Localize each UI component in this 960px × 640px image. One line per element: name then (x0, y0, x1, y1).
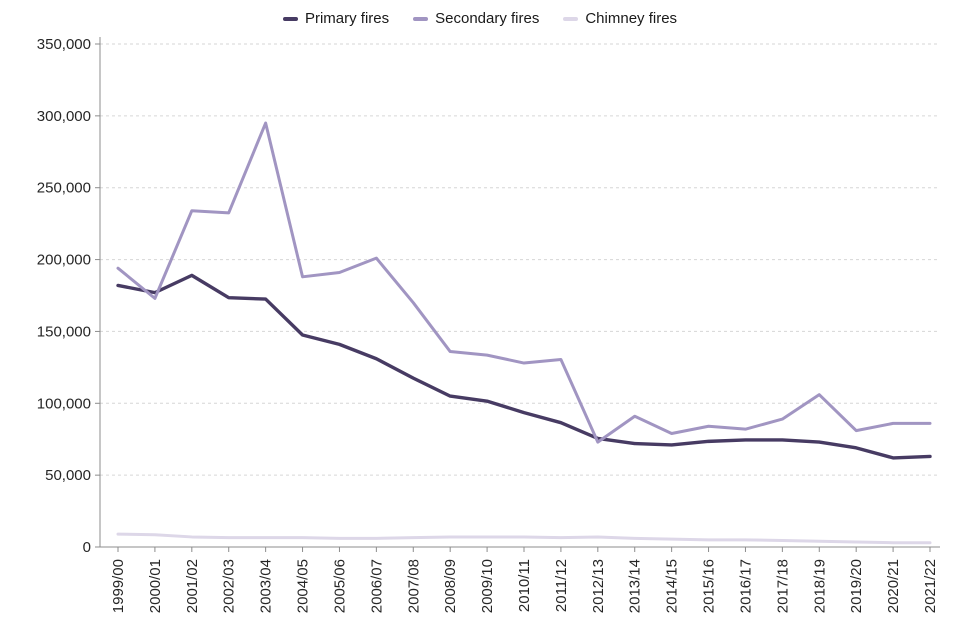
y-tick-label: 150,000 (37, 323, 91, 340)
x-tick-label: 2018/19 (811, 559, 828, 613)
legend-label-primary-fires: Primary fires (304, 10, 390, 27)
x-tick-label: 2013/14 (627, 559, 644, 613)
x-tick-label: 2014/15 (664, 559, 681, 613)
x-tick-label: 2001/02 (184, 559, 201, 613)
x-tick-label: 2006/07 (368, 559, 385, 613)
x-tick-label: 2004/05 (295, 559, 312, 613)
legend-item-primary-fires: Primary fires (282, 10, 390, 27)
y-tick-label: 300,000 (37, 108, 91, 125)
x-tick-label: 2005/06 (331, 559, 348, 613)
x-tick-label: 2003/04 (258, 559, 275, 613)
x-tick-label: 2010/11 (516, 559, 533, 612)
x-tick-label: 2015/16 (701, 559, 718, 613)
y-tick-label: 50,000 (45, 467, 91, 484)
x-tick-label: 2016/17 (737, 559, 754, 613)
y-tick-label: 100,000 (37, 395, 91, 412)
chart-legend: Primary fires Secondary fires Chimney fi… (0, 10, 960, 27)
x-tick-label: 2012/13 (590, 559, 607, 613)
y-tick-label: 350,000 (37, 36, 91, 53)
x-tick-label: 2009/10 (479, 559, 496, 613)
x-tick-label: 2019/20 (848, 559, 865, 613)
series-line-chimney-fires (116, 532, 932, 545)
x-tick-label: 2020/21 (885, 559, 902, 613)
x-tick-label: 1999/00 (110, 559, 127, 613)
x-tick-label: 2002/03 (221, 559, 238, 613)
x-tick-label: 2007/08 (405, 559, 422, 613)
x-tick-label: 2000/01 (147, 559, 164, 613)
series-line-primary-fires (116, 273, 932, 460)
series-line-secondary-fires (116, 121, 932, 444)
y-tick-label: 0 (83, 539, 91, 556)
x-tick-label: 2021/22 (922, 559, 939, 613)
y-tick-label: 200,000 (37, 252, 91, 269)
x-tick-label: 2008/09 (442, 559, 459, 613)
y-tick-label: 250,000 (37, 180, 91, 197)
legend-swatch-secondary-fires (413, 16, 429, 21)
legend-swatch-primary-fires (282, 16, 298, 21)
legend-item-secondary-fires: Secondary fires (413, 10, 539, 27)
legend-item-chimney-fires: Chimney fires (563, 10, 677, 27)
legend-label-secondary-fires: Secondary fires (435, 10, 540, 27)
legend-swatch-chimney-fires (563, 16, 579, 21)
legend-label-chimney-fires: Chimney fires (585, 10, 678, 27)
x-tick-label: 2017/18 (774, 559, 791, 613)
x-tick-label: 2011/12 (553, 559, 570, 612)
